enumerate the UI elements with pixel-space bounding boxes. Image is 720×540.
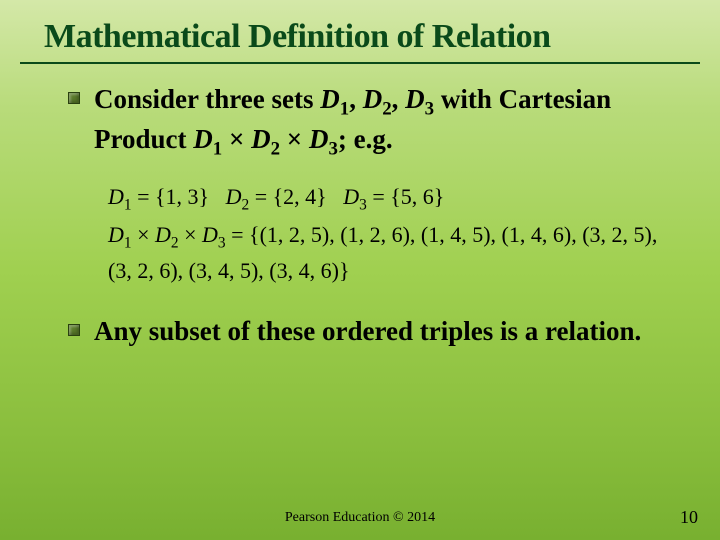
page-number: 10	[680, 507, 698, 528]
bullet-item: Any subset of these ordered triples is a…	[68, 314, 672, 349]
bullet-text-1: Consider three sets D1, D2, D3 with Cart…	[94, 82, 672, 161]
bullet-item: Consider three sets D1, D2, D3 with Cart…	[68, 82, 672, 161]
subpoint-line-2: D1 × D2 × D3 = {(1, 2, 5), (1, 2, 6), (1…	[108, 219, 672, 287]
subpoint-line-1: D1 = {1, 3} D2 = {2, 4} D3 = {5, 6}	[108, 181, 672, 217]
slide-title: Mathematical Definition of Relation	[20, 0, 700, 64]
slide: Mathematical Definition of Relation Cons…	[0, 0, 720, 540]
bullet-icon	[68, 92, 80, 104]
bullet-icon	[68, 324, 80, 336]
bullet-text-2: Any subset of these ordered triples is a…	[94, 314, 641, 349]
subpoint-block: D1 = {1, 3} D2 = {2, 4} D3 = {5, 6} D1 ×…	[108, 181, 672, 286]
slide-content: Consider three sets D1, D2, D3 with Cart…	[0, 82, 720, 349]
footer-text: Pearson Education © 2014	[0, 510, 720, 526]
